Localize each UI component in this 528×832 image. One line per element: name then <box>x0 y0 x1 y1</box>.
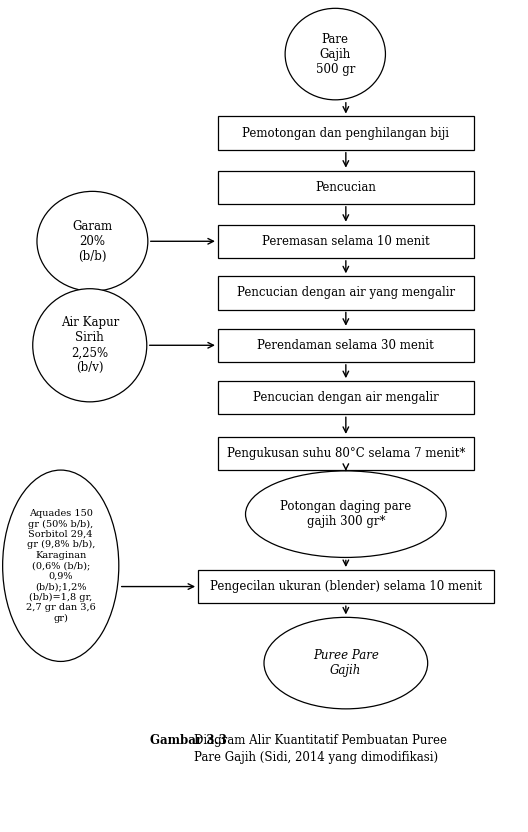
FancyBboxPatch shape <box>218 381 474 414</box>
FancyBboxPatch shape <box>218 276 474 310</box>
Ellipse shape <box>264 617 428 709</box>
Text: Garam
20%
(b/b): Garam 20% (b/b) <box>72 220 112 263</box>
Text: Air Kapur
Sirih
2,25%
(b/v): Air Kapur Sirih 2,25% (b/v) <box>61 316 119 374</box>
Ellipse shape <box>33 289 147 402</box>
Text: Gambar 3.3: Gambar 3.3 <box>150 734 228 747</box>
Text: Pencucian dengan air yang mengalir: Pencucian dengan air yang mengalir <box>237 286 455 300</box>
FancyBboxPatch shape <box>198 570 494 603</box>
FancyBboxPatch shape <box>218 329 474 362</box>
Text: Pare Gajih (Sidi, 2014 yang dimodifikasi): Pare Gajih (Sidi, 2014 yang dimodifikasi… <box>194 750 438 764</box>
FancyBboxPatch shape <box>218 225 474 258</box>
Ellipse shape <box>246 471 446 557</box>
Text: Pengukusan suhu 80°C selama 7 menit*: Pengukusan suhu 80°C selama 7 menit* <box>227 447 465 460</box>
Ellipse shape <box>3 470 119 661</box>
Text: Pemotongan dan penghilangan biji: Pemotongan dan penghilangan biji <box>242 126 449 140</box>
Text: Perendaman selama 30 menit: Perendaman selama 30 menit <box>258 339 434 352</box>
Text: Pengecilan ukuran (blender) selama 10 menit: Pengecilan ukuran (blender) selama 10 me… <box>210 580 482 593</box>
Text: Potongan daging pare
gajih 300 gr*: Potongan daging pare gajih 300 gr* <box>280 500 411 528</box>
Text: Peremasan selama 10 menit: Peremasan selama 10 menit <box>262 235 430 248</box>
Text: Pare
Gajih
500 gr: Pare Gajih 500 gr <box>316 32 355 76</box>
FancyBboxPatch shape <box>218 116 474 150</box>
Text: Pencucian: Pencucian <box>315 181 376 194</box>
Text: Pencucian dengan air mengalir: Pencucian dengan air mengalir <box>253 391 439 404</box>
Text: Puree Pare
Gajih: Puree Pare Gajih <box>313 649 379 677</box>
Text: Aquades 150
gr (50% b/b),
Sorbitol 29,4
gr (9,8% b/b),
Karaginan
(0,6% (b/b);
0,: Aquades 150 gr (50% b/b), Sorbitol 29,4 … <box>26 509 96 622</box>
FancyBboxPatch shape <box>218 171 474 204</box>
Text: Diagram Alir Kuantitatif Pembuatan Puree: Diagram Alir Kuantitatif Pembuatan Puree <box>194 734 447 747</box>
Ellipse shape <box>285 8 385 100</box>
Ellipse shape <box>37 191 148 291</box>
FancyBboxPatch shape <box>218 437 474 470</box>
